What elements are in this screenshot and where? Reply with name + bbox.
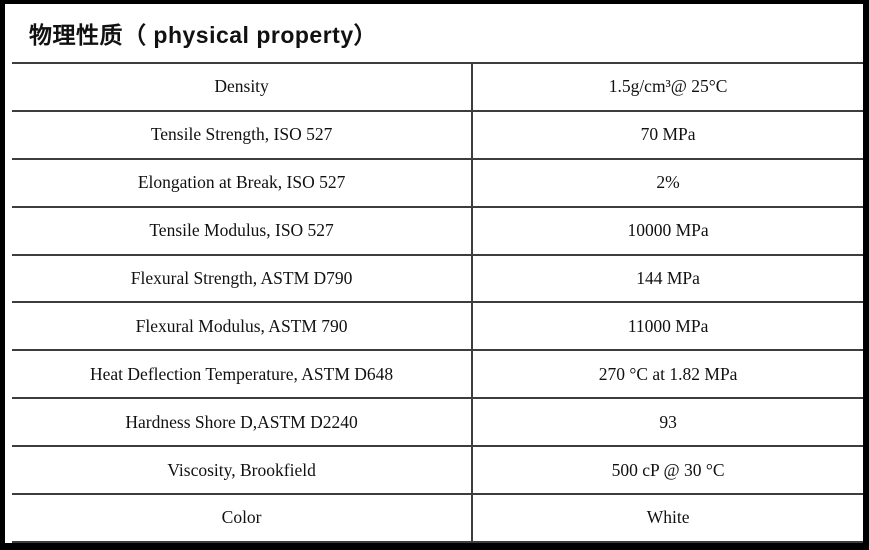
table-row: Flexural Strength, ASTM D790 144 MPa [12,253,863,303]
property-value-cell: 93 [472,397,863,447]
property-name-cell: Density [12,62,474,111]
property-value-cell: 1.5g/cm³@ 25°C [472,62,863,111]
table-row: Heat Deflection Temperature, ASTM D648 2… [12,349,863,399]
property-value-cell: 10000 MPa [472,205,863,255]
page-title: 物理性质（ physical property） [29,22,378,48]
title-bar: 物理性质（ physical property） [5,4,863,62]
table-row: Flexural Modulus, ASTM 790 11000 MPa [12,301,863,351]
property-name-cell: Viscosity, Brookfield [12,445,474,495]
property-name-cell: Tensile Strength, ISO 527 [12,109,474,159]
property-name-cell: Tensile Modulus, ISO 527 [12,205,474,255]
property-name-cell: Elongation at Break, ISO 527 [12,157,474,207]
property-name-cell: Hardness Shore D,ASTM D2240 [12,397,474,447]
table-row: Hardness Shore D,ASTM D2240 93 [12,397,863,447]
physical-property-table: Density 1.5g/cm³@ 25°C Tensile Strength,… [12,62,863,543]
datasheet-page: 物理性质（ physical property） Density 1.5g/cm… [5,4,863,543]
table-row: Viscosity, Brookfield 500 cP @ 30 °C [12,445,863,495]
property-name-cell: Color [12,493,474,543]
property-name-cell: Heat Deflection Temperature, ASTM D648 [12,349,474,399]
property-value-cell: White [472,493,863,543]
property-value-cell: 70 MPa [472,109,863,159]
property-value-cell: 11000 MPa [472,301,863,351]
table-row: Tensile Strength, ISO 527 70 MPa [12,109,863,159]
table-row: Density 1.5g/cm³@ 25°C [12,62,863,111]
property-name-cell: Flexural Strength, ASTM D790 [12,253,474,303]
table-row: Color White [12,493,863,543]
table-row: Tensile Modulus, ISO 527 10000 MPa [12,205,863,255]
property-value-cell: 144 MPa [472,253,863,303]
property-value-cell: 500 cP @ 30 °C [472,445,863,495]
property-value-cell: 270 °C at 1.82 MPa [472,349,863,399]
table-row: Elongation at Break, ISO 527 2% [12,157,863,207]
property-value-cell: 2% [472,157,863,207]
property-name-cell: Flexural Modulus, ASTM 790 [12,301,474,351]
